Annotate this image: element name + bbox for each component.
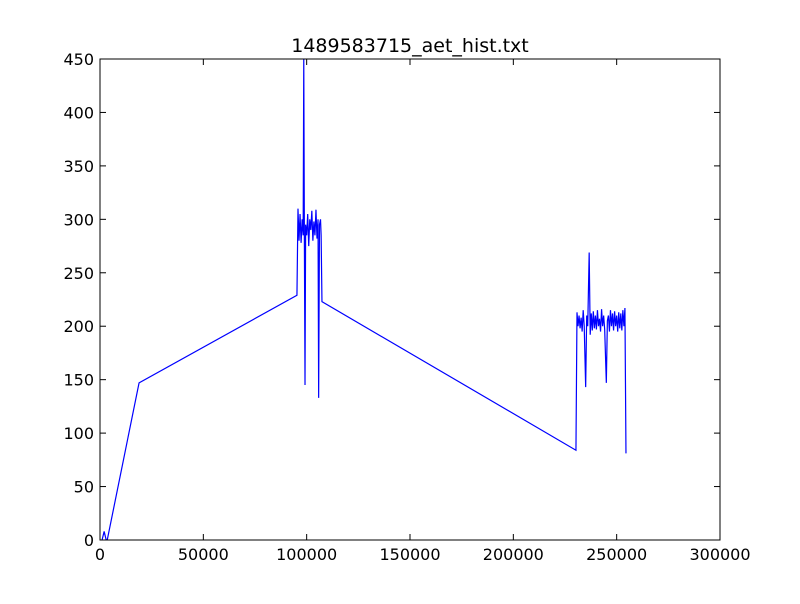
y-tick-label: 350 xyxy=(63,157,94,176)
x-tick-label: 150000 xyxy=(379,545,440,564)
x-tick-label: 0 xyxy=(95,545,105,564)
x-tick-label: 200000 xyxy=(483,545,544,564)
x-tick-label: 100000 xyxy=(276,545,337,564)
x-tick-label: 50000 xyxy=(178,545,229,564)
x-tick-label: 300000 xyxy=(689,545,750,564)
y-tick-label: 300 xyxy=(63,210,94,229)
y-tick-label: 400 xyxy=(63,103,94,122)
data-line xyxy=(101,58,627,540)
chart-title: 1489583715_aet_hist.txt xyxy=(291,35,529,57)
y-tick-label: 250 xyxy=(63,264,94,283)
y-tick-label: 200 xyxy=(63,317,94,336)
y-tick-label: 100 xyxy=(63,424,94,443)
y-tick-label: 50 xyxy=(74,478,94,497)
y-tick-label: 450 xyxy=(63,50,94,69)
plot-frame xyxy=(99,58,721,541)
y-tick-label: 150 xyxy=(63,371,94,390)
x-tick-label: 250000 xyxy=(586,545,647,564)
y-tick-label: 0 xyxy=(84,531,94,550)
